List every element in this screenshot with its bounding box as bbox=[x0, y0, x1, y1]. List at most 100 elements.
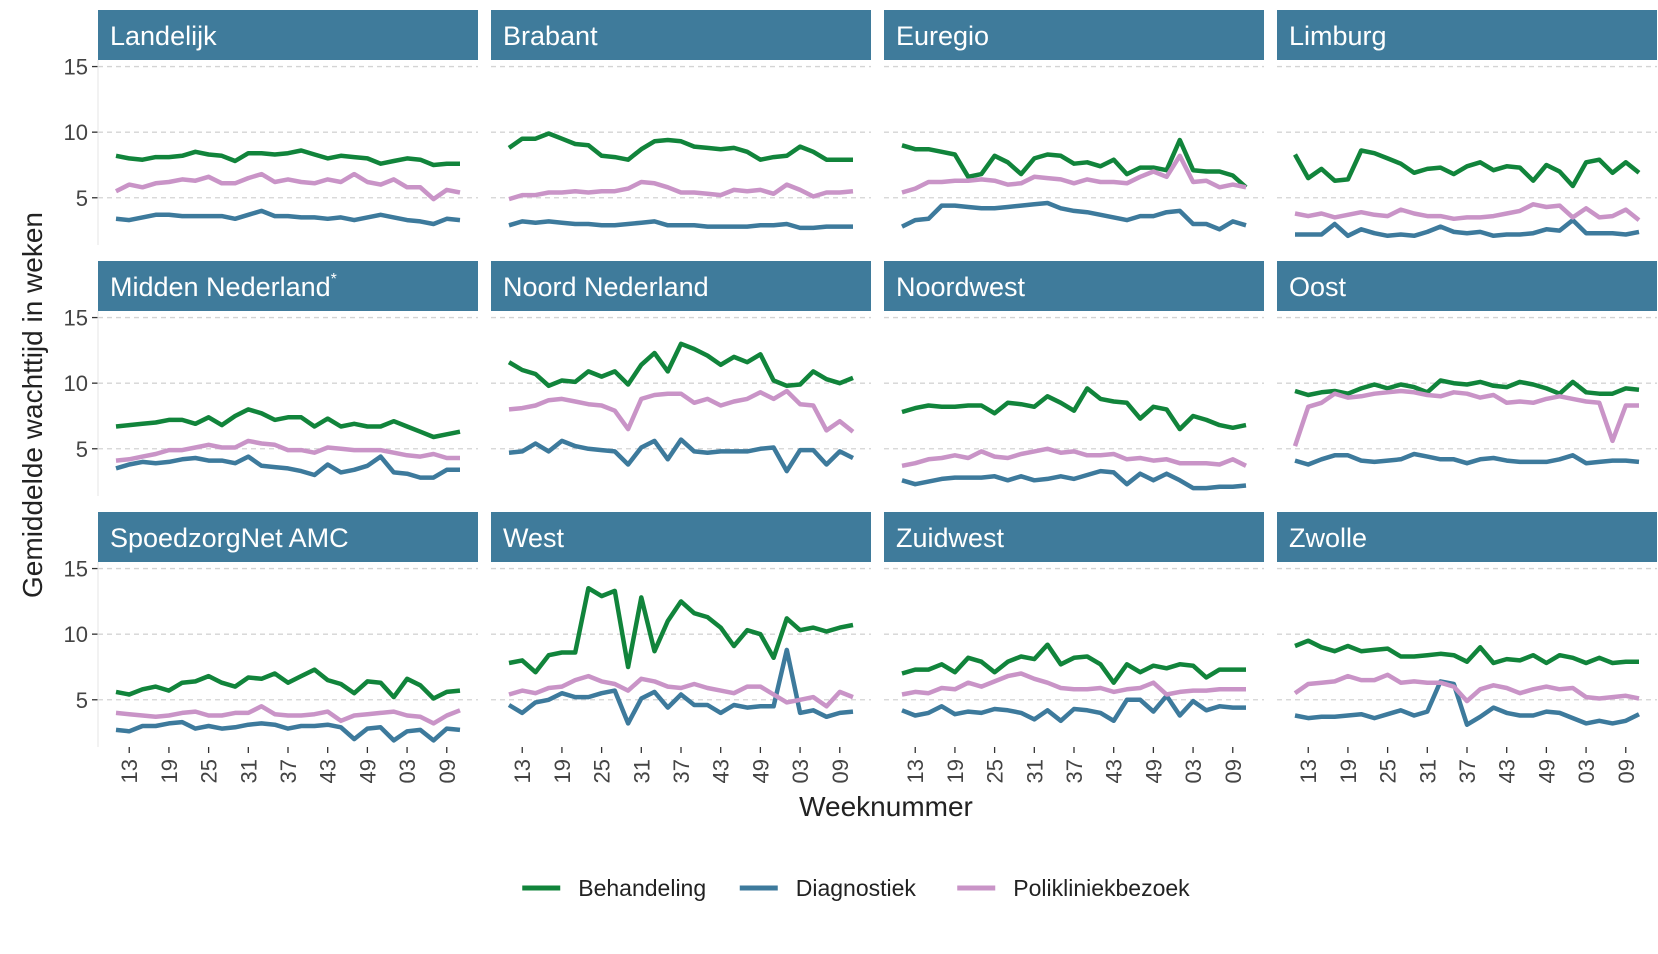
series-line bbox=[901, 153, 1247, 195]
series-line bbox=[1294, 378, 1640, 398]
x-tick-label: 37 bbox=[1062, 759, 1087, 783]
x-tick-label: 25 bbox=[197, 759, 222, 783]
series-line bbox=[115, 148, 460, 168]
facet-title-text: Oost bbox=[1289, 272, 1347, 302]
facet-title: Noordwest bbox=[896, 272, 1026, 302]
facet-title: SpoedzorgNet AMC bbox=[110, 523, 349, 553]
series-line bbox=[901, 446, 1247, 469]
x-tick-label: 49 bbox=[1141, 759, 1166, 783]
facet-title-text: Noord Nederland bbox=[503, 272, 709, 302]
facet-title: Brabant bbox=[503, 21, 598, 51]
series-line bbox=[901, 671, 1246, 697]
facet-strip bbox=[491, 10, 871, 60]
facet-title: Midden Nederland* bbox=[110, 271, 337, 302]
x-tick-label: 03 bbox=[1181, 759, 1206, 783]
y-tick-label: 10 bbox=[64, 120, 88, 145]
facet-title-text: West bbox=[503, 523, 565, 553]
series-line bbox=[901, 137, 1248, 189]
x-tick-label: 31 bbox=[1415, 759, 1440, 783]
x-tick-label: 31 bbox=[1022, 759, 1047, 783]
facet-title: West bbox=[503, 523, 565, 553]
series-line bbox=[115, 667, 461, 701]
x-tick-label: 25 bbox=[983, 759, 1008, 783]
series-line bbox=[115, 407, 461, 440]
series-line bbox=[901, 642, 1246, 685]
x-tick-label: 13 bbox=[903, 759, 928, 783]
facet-strip bbox=[491, 512, 871, 562]
x-tick-label: 03 bbox=[1574, 759, 1599, 783]
x-axis-title: Weeknummer bbox=[799, 791, 973, 822]
facet-title: Noord Nederland bbox=[503, 272, 709, 302]
x-tick-label: 09 bbox=[828, 759, 853, 783]
facet-title: Landelijk bbox=[110, 21, 217, 51]
x-tick-label: 03 bbox=[788, 759, 813, 783]
series-line bbox=[507, 131, 853, 162]
legend-label: Behandeling bbox=[578, 875, 706, 901]
series-line bbox=[1293, 148, 1641, 189]
x-tick-label: 49 bbox=[1534, 759, 1559, 783]
facet-title-text: SpoedzorgNet AMC bbox=[110, 523, 349, 553]
legend-label: Polikliniekbezoek bbox=[1013, 875, 1190, 901]
x-tick-label: 09 bbox=[1614, 759, 1639, 783]
x-tick-label: 49 bbox=[355, 759, 380, 783]
series-line bbox=[508, 219, 853, 231]
y-tick-label: 15 bbox=[64, 306, 88, 331]
x-tick-label: 19 bbox=[1336, 759, 1361, 783]
series-line bbox=[1294, 679, 1641, 727]
facet-strip bbox=[491, 261, 871, 311]
x-tick-label: 19 bbox=[550, 759, 575, 783]
facet-title-text: Limburg bbox=[1289, 21, 1387, 51]
facet-strip bbox=[884, 512, 1264, 562]
x-tick-label: 09 bbox=[1221, 759, 1246, 783]
y-axis-title: Gemiddelde wachttijd in weken bbox=[17, 212, 48, 598]
series-line bbox=[1294, 638, 1639, 666]
facet-title: Oost bbox=[1289, 272, 1347, 302]
series-line bbox=[1295, 217, 1640, 239]
facet-title: Zwolle bbox=[1289, 523, 1367, 553]
series-line bbox=[507, 341, 854, 389]
facet-strip bbox=[98, 261, 478, 311]
facet-strip bbox=[884, 261, 1264, 311]
x-tick-label: 31 bbox=[236, 759, 261, 783]
series-line bbox=[1293, 672, 1640, 704]
x-tick-label: 49 bbox=[748, 759, 773, 783]
series-line bbox=[1294, 202, 1641, 222]
facet-title-text: Noordwest bbox=[896, 272, 1026, 302]
series-line bbox=[901, 200, 1247, 232]
series-line bbox=[115, 704, 461, 726]
y-tick-label: 10 bbox=[64, 622, 88, 647]
series-line bbox=[1294, 451, 1640, 467]
facet-strip bbox=[1277, 261, 1657, 311]
facet-title-text: Brabant bbox=[503, 21, 598, 51]
y-tick-label: 5 bbox=[76, 688, 88, 713]
series-line bbox=[115, 208, 461, 227]
x-tick-label: 13 bbox=[510, 759, 535, 783]
x-tick-label: 37 bbox=[669, 759, 694, 783]
x-tick-label: 19 bbox=[157, 759, 182, 783]
facet-strip bbox=[98, 10, 478, 60]
facet-strip bbox=[1277, 10, 1657, 60]
y-tick-label: 5 bbox=[76, 437, 88, 462]
series-line bbox=[115, 438, 460, 463]
facet-strip bbox=[1277, 512, 1657, 562]
x-tick-label: 37 bbox=[276, 759, 301, 783]
x-tick-label: 19 bbox=[943, 759, 968, 783]
series-line bbox=[508, 437, 855, 474]
series-line bbox=[901, 386, 1247, 432]
facet-title-text: Zuidwest bbox=[896, 523, 1005, 553]
series-line bbox=[508, 673, 854, 709]
x-tick-label: 37 bbox=[1455, 759, 1480, 783]
series-line bbox=[508, 388, 855, 434]
series-line bbox=[901, 693, 1246, 724]
x-tick-label: 43 bbox=[316, 759, 341, 783]
facet-title-text: Midden Nederland bbox=[110, 272, 331, 302]
y-tick-label: 15 bbox=[64, 557, 88, 582]
facet-title: Zuidwest bbox=[896, 523, 1005, 553]
series-line bbox=[508, 179, 854, 202]
x-tick-label: 03 bbox=[395, 759, 420, 783]
series-line bbox=[114, 171, 461, 202]
x-tick-label: 13 bbox=[1296, 759, 1321, 783]
x-tick-label: 43 bbox=[709, 759, 734, 783]
